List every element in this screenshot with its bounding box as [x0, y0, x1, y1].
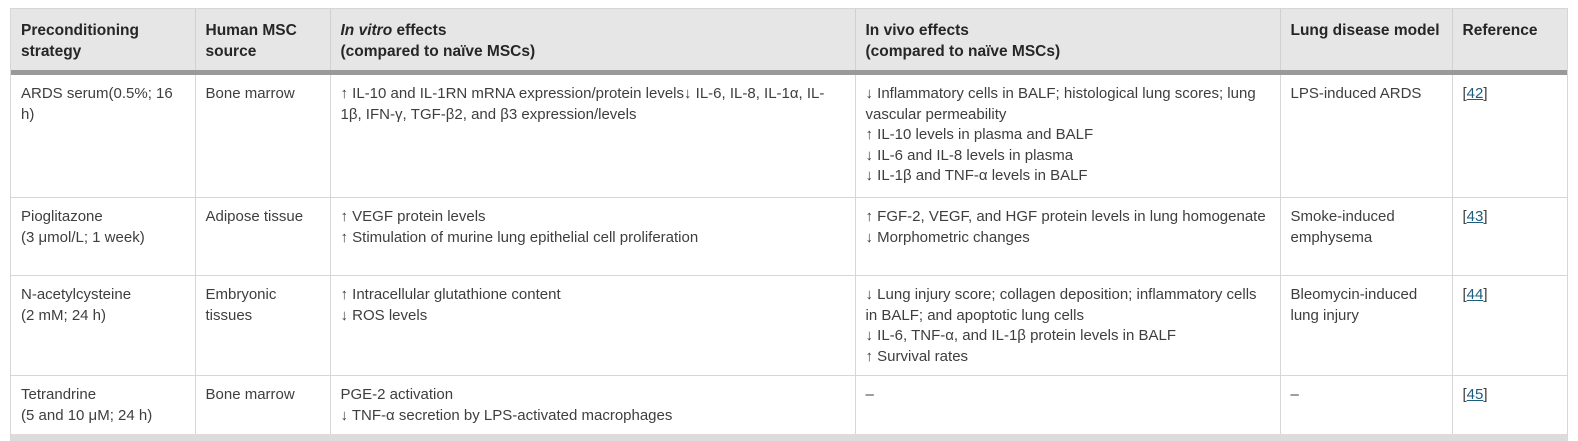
- cell-reference: [45]: [1452, 375, 1567, 434]
- header-human-msc-source: Human MSC source: [195, 9, 331, 75]
- cell-in-vivo-effects: –: [855, 375, 1281, 434]
- cell-reference: [42]: [1452, 72, 1567, 198]
- table-container: Preconditioning strategy Human MSC sourc…: [10, 8, 1568, 441]
- header-reference: Reference: [1452, 9, 1567, 75]
- cell-msc-source: Bone marrow: [195, 72, 331, 198]
- cell-in-vitro-effects: PGE-2 activation ↓ TNF-α secretion by LP…: [330, 375, 856, 434]
- cell-reference: [44]: [1452, 275, 1567, 376]
- ref-bracket-close: ]: [1483, 85, 1488, 102]
- table-header: Preconditioning strategy Human MSC sourc…: [11, 9, 1567, 75]
- ref-bracket-open: [: [1462, 386, 1467, 403]
- table-row-n-acetylcysteine: N-acetylcysteine (2 mM; 24 h) Embryonic …: [11, 275, 1567, 376]
- header-in-vivo-line1: In vivo effects: [865, 22, 969, 39]
- table-row-tetrandrine: Tetrandrine (5 and 10 μM; 24 h) Bone mar…: [11, 375, 1567, 434]
- cell-msc-source: Bone marrow: [195, 375, 331, 434]
- cell-preconditioning-strategy: ARDS serum(0.5%; 16 h): [11, 72, 196, 198]
- cell-in-vivo-effects: ↑ FGF-2, VEGF, and HGF protein levels in…: [855, 197, 1281, 276]
- cell-lung-disease-model: Smoke-induced emphysema: [1280, 197, 1453, 276]
- reference-link[interactable]: 44: [1466, 286, 1484, 303]
- ref-bracket-close: ]: [1483, 208, 1488, 225]
- cell-in-vitro-effects: ↑ VEGF protein levels ↑ Stimulation of m…: [330, 197, 856, 276]
- header-in-vitro-line1: In vitro effects: [341, 20, 847, 41]
- cell-msc-source: Adipose tissue: [195, 197, 331, 276]
- cell-in-vivo-effects: ↓ Lung injury score; collagen deposition…: [855, 275, 1281, 376]
- ref-bracket-open: [: [1462, 85, 1467, 102]
- header-in-vivo-effects: In vivo effects (compared to naïve MSCs): [855, 9, 1281, 75]
- cell-preconditioning-strategy: N-acetylcysteine (2 mM; 24 h): [11, 275, 196, 376]
- cell-in-vitro-effects: ↑ Intracellular glutathione content ↓ RO…: [330, 275, 856, 376]
- table-row-ards-serum: ARDS serum(0.5%; 16 h) Bone marrow ↑ IL-…: [11, 72, 1567, 198]
- table-row-pioglitazone: Pioglitazone (3 μmol/L; 1 week) Adipose …: [11, 197, 1567, 276]
- cell-in-vivo-effects: ↓ Inflammatory cells in BALF; histologic…: [855, 72, 1281, 198]
- reference-link[interactable]: 43: [1466, 208, 1484, 225]
- header-lung-disease-model: Lung disease model: [1280, 9, 1453, 75]
- header-in-vivo-subtext: (compared to naïve MSCs): [865, 43, 1061, 60]
- reference-link[interactable]: 45: [1466, 386, 1484, 403]
- msc-preconditioning-table: Preconditioning strategy Human MSC sourc…: [11, 9, 1567, 434]
- header-preconditioning-strategy: Preconditioning strategy: [11, 9, 196, 75]
- header-in-vitro-effects: In vitro effects (compared to naïve MSCs): [330, 9, 856, 75]
- header-row: Preconditioning strategy Human MSC sourc…: [11, 9, 1567, 75]
- cell-in-vitro-effects: ↑ IL-10 and IL-1RN mRNA expression/prote…: [330, 72, 856, 198]
- in-vitro-italic-text: In vitro: [340, 22, 393, 39]
- cell-reference: [43]: [1452, 197, 1567, 276]
- cell-lung-disease-model: LPS-induced ARDS: [1280, 72, 1453, 198]
- cell-lung-disease-model: Bleomycin-induced lung injury: [1280, 275, 1453, 376]
- cell-lung-disease-model: –: [1280, 375, 1453, 434]
- reference-link[interactable]: 42: [1466, 85, 1484, 102]
- header-in-vitro-subtext: (compared to naïve MSCs): [340, 43, 536, 60]
- ref-bracket-open: [: [1462, 286, 1467, 303]
- table-body: ARDS serum(0.5%; 16 h) Bone marrow ↑ IL-…: [11, 72, 1567, 434]
- ref-bracket-open: [: [1462, 208, 1467, 225]
- cell-preconditioning-strategy: Pioglitazone (3 μmol/L; 1 week): [11, 197, 196, 276]
- ref-bracket-close: ]: [1483, 286, 1488, 303]
- cell-preconditioning-strategy: Tetrandrine (5 and 10 μM; 24 h): [11, 375, 196, 434]
- ref-bracket-close: ]: [1483, 386, 1488, 403]
- cell-msc-source: Embryonic tissues: [195, 275, 331, 376]
- in-vitro-rest-text: effects: [392, 22, 447, 39]
